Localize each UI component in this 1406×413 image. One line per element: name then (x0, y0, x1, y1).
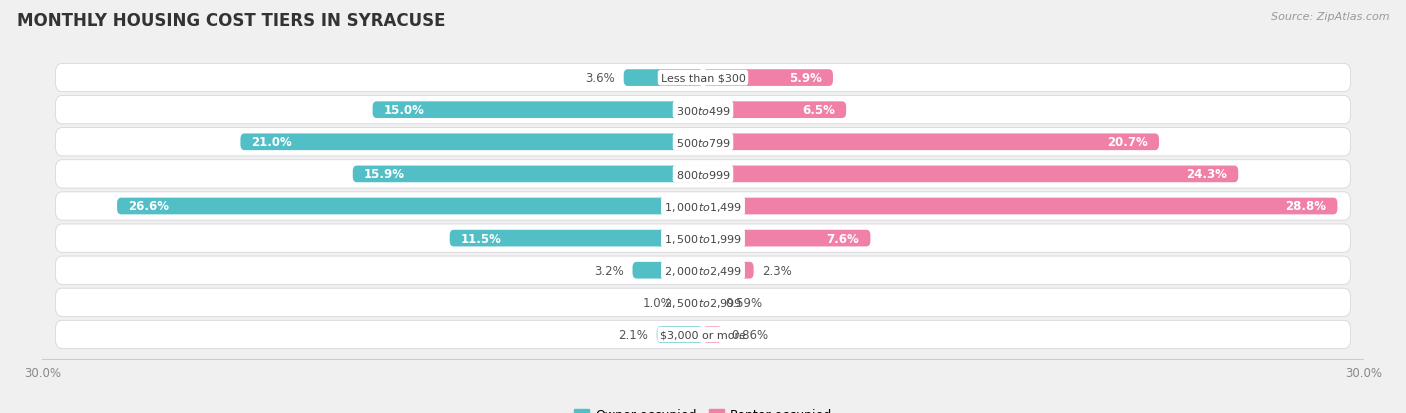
FancyBboxPatch shape (55, 160, 1351, 189)
FancyBboxPatch shape (55, 64, 1351, 93)
Text: 6.5%: 6.5% (803, 104, 835, 117)
FancyBboxPatch shape (703, 70, 832, 87)
FancyBboxPatch shape (55, 96, 1351, 124)
FancyBboxPatch shape (450, 230, 703, 247)
FancyBboxPatch shape (703, 198, 1337, 215)
FancyBboxPatch shape (657, 326, 703, 343)
FancyBboxPatch shape (240, 134, 703, 151)
Text: 15.0%: 15.0% (384, 104, 425, 117)
FancyBboxPatch shape (703, 294, 716, 311)
FancyBboxPatch shape (55, 224, 1351, 253)
FancyBboxPatch shape (353, 166, 703, 183)
Text: 7.6%: 7.6% (827, 232, 859, 245)
Text: 26.6%: 26.6% (128, 200, 169, 213)
Text: 3.2%: 3.2% (593, 264, 624, 277)
Text: $800 to $999: $800 to $999 (675, 169, 731, 180)
FancyBboxPatch shape (703, 102, 846, 119)
FancyBboxPatch shape (703, 262, 754, 279)
Text: 15.9%: 15.9% (364, 168, 405, 181)
FancyBboxPatch shape (681, 294, 703, 311)
Text: 21.0%: 21.0% (252, 136, 292, 149)
Text: $3,000 or more: $3,000 or more (661, 330, 745, 339)
FancyBboxPatch shape (55, 128, 1351, 157)
Text: $500 to $799: $500 to $799 (675, 136, 731, 148)
FancyBboxPatch shape (703, 166, 1239, 183)
Text: 2.1%: 2.1% (619, 328, 648, 341)
Text: MONTHLY HOUSING COST TIERS IN SYRACUSE: MONTHLY HOUSING COST TIERS IN SYRACUSE (17, 12, 446, 30)
Text: $1,500 to $1,999: $1,500 to $1,999 (664, 232, 742, 245)
FancyBboxPatch shape (55, 320, 1351, 349)
Text: 1.0%: 1.0% (643, 296, 672, 309)
Text: $2,000 to $2,499: $2,000 to $2,499 (664, 264, 742, 277)
Text: $2,500 to $2,999: $2,500 to $2,999 (664, 296, 742, 309)
FancyBboxPatch shape (55, 256, 1351, 285)
FancyBboxPatch shape (703, 230, 870, 247)
Legend: Owner-occupied, Renter-occupied: Owner-occupied, Renter-occupied (568, 404, 838, 413)
Text: 28.8%: 28.8% (1285, 200, 1326, 213)
Text: $300 to $499: $300 to $499 (675, 104, 731, 116)
Text: 2.3%: 2.3% (762, 264, 792, 277)
FancyBboxPatch shape (373, 102, 703, 119)
FancyBboxPatch shape (55, 192, 1351, 221)
Text: 24.3%: 24.3% (1187, 168, 1227, 181)
FancyBboxPatch shape (703, 326, 721, 343)
Text: 3.6%: 3.6% (585, 72, 614, 85)
Text: 20.7%: 20.7% (1107, 136, 1147, 149)
Text: 0.59%: 0.59% (725, 296, 762, 309)
FancyBboxPatch shape (633, 262, 703, 279)
FancyBboxPatch shape (624, 70, 703, 87)
Text: 0.86%: 0.86% (731, 328, 768, 341)
FancyBboxPatch shape (55, 289, 1351, 317)
Text: $1,000 to $1,499: $1,000 to $1,499 (664, 200, 742, 213)
Text: 5.9%: 5.9% (789, 72, 823, 85)
FancyBboxPatch shape (117, 198, 703, 215)
Text: 11.5%: 11.5% (461, 232, 502, 245)
FancyBboxPatch shape (703, 134, 1159, 151)
Text: Source: ZipAtlas.com: Source: ZipAtlas.com (1271, 12, 1389, 22)
Text: Less than $300: Less than $300 (661, 74, 745, 83)
